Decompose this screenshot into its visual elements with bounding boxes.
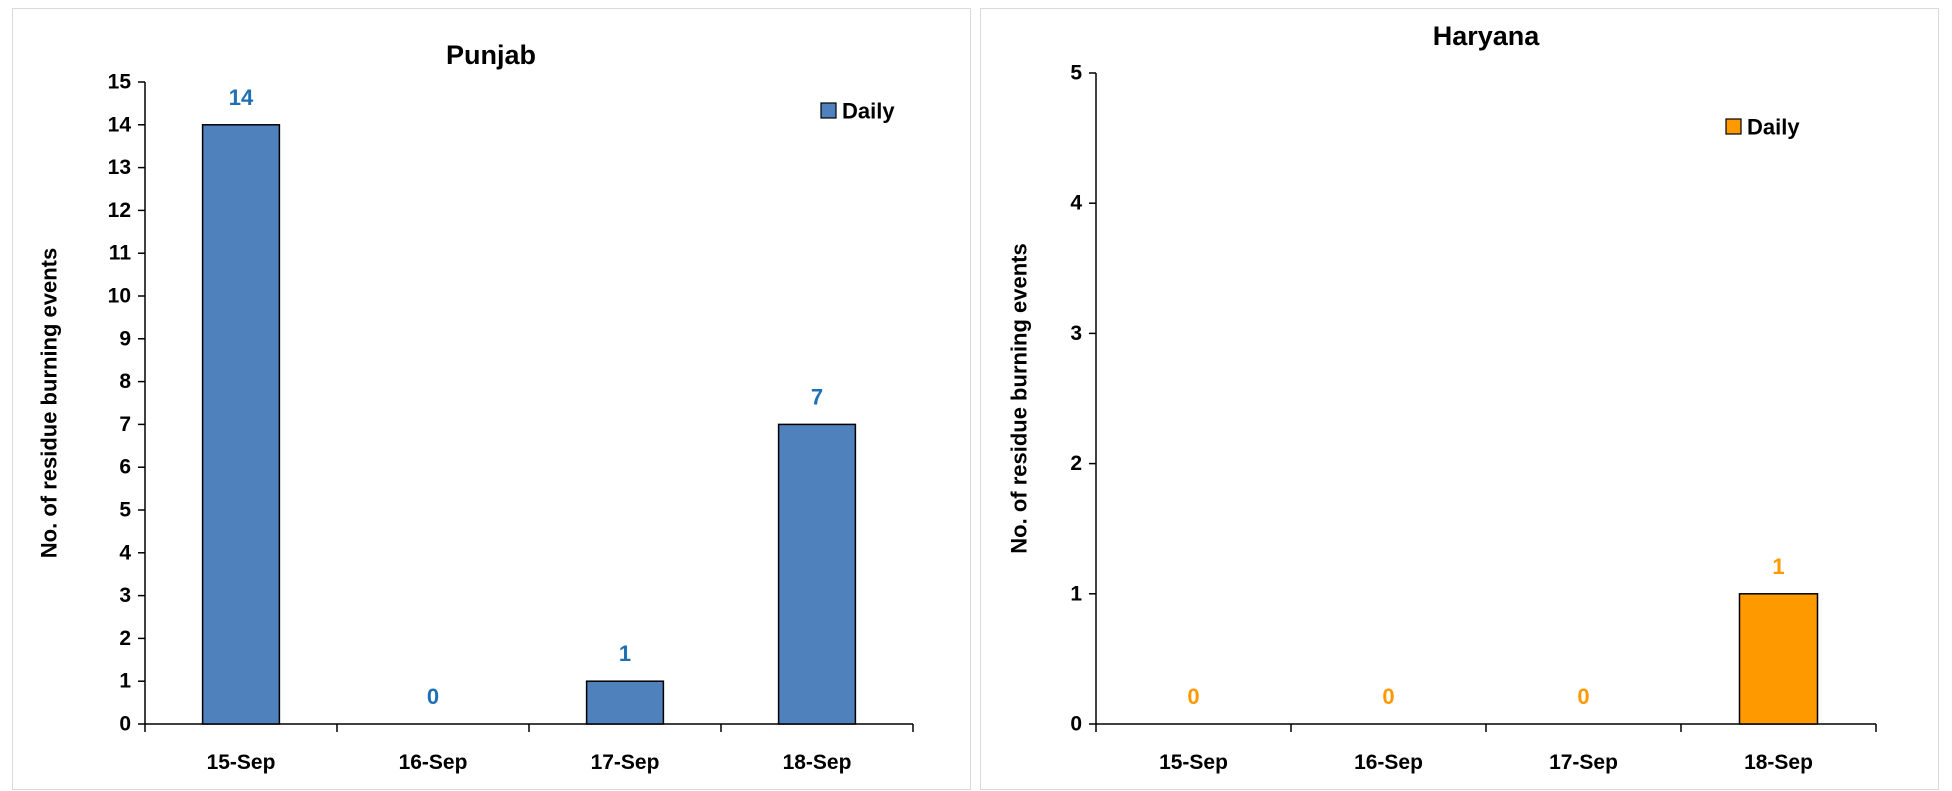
y-tick-label: 1 (119, 670, 131, 693)
data-label: 0 (1187, 684, 1199, 709)
data-label: 14 (229, 85, 254, 110)
x-tick-label: 15-Sep (1159, 751, 1228, 774)
x-tick-label: 18-Sep (783, 751, 852, 774)
x-tick-label: 17-Sep (591, 751, 660, 774)
legend-swatch (1725, 118, 1742, 135)
x-tick-label: 18-Sep (1744, 751, 1813, 774)
data-label: 7 (811, 384, 823, 409)
data-label: 0 (427, 684, 439, 709)
data-label: 1 (1772, 554, 1784, 579)
x-tick-label: 17-Sep (1549, 751, 1618, 774)
y-tick-label: 4 (1070, 192, 1082, 215)
y-tick-label: 9 (119, 327, 131, 350)
haryana-chart: Haryana No. of residue burning events 0 1 2 3… (1007, 21, 1877, 774)
y-tick-label: 14 (108, 113, 132, 136)
chart-title: Haryana (1433, 21, 1541, 51)
y-tick-label: 8 (119, 370, 131, 393)
chart-panel-punjab: Punjab No. of residue burning events 0 1 2 3 4… (12, 8, 971, 790)
y-tick-label: 10 (108, 285, 131, 308)
data-label: 0 (1382, 684, 1394, 709)
y-tick-label: 0 (1070, 713, 1082, 736)
x-tick-label: 16-Sep (399, 751, 468, 774)
y-tick-label: 2 (1070, 452, 1082, 475)
legend-label: Daily (842, 99, 895, 124)
y-tick-label: 7 (119, 413, 131, 436)
y-tick-label: 1 (1070, 582, 1082, 605)
x-tick-label: 16-Sep (1354, 751, 1423, 774)
y-tick-label: 2 (119, 627, 131, 650)
y-tick-label: 0 (119, 713, 131, 736)
bar (1738, 593, 1819, 725)
bar (585, 680, 665, 725)
bar (777, 423, 857, 725)
chart-panel-haryana: Haryana No. of residue burning events 0 1 2 3… (980, 8, 1939, 790)
legend-label: Daily (1747, 115, 1800, 140)
data-label: 1 (619, 641, 631, 666)
y-tick-label: 5 (1070, 62, 1082, 85)
bar (201, 124, 281, 725)
y-tick-label: 15 (108, 71, 132, 94)
x-tick-label: 15-Sep (207, 751, 276, 774)
y-axis-label: No. of residue burning events (37, 248, 62, 558)
data-label: 0 (1577, 684, 1589, 709)
y-tick-label: 6 (119, 456, 131, 479)
y-tick-label: 3 (1070, 322, 1082, 345)
chart-title: Punjab (446, 40, 536, 70)
y-tick-label: 5 (119, 499, 131, 522)
y-tick-label: 12 (108, 199, 131, 222)
y-tick-label: 3 (119, 584, 131, 607)
legend-swatch (820, 102, 837, 119)
y-tick-label: 11 (109, 242, 132, 265)
y-axis-label: No. of residue burning events (1007, 243, 1032, 553)
y-tick-label: 13 (108, 156, 131, 179)
y-tick-label: 4 (119, 541, 131, 564)
